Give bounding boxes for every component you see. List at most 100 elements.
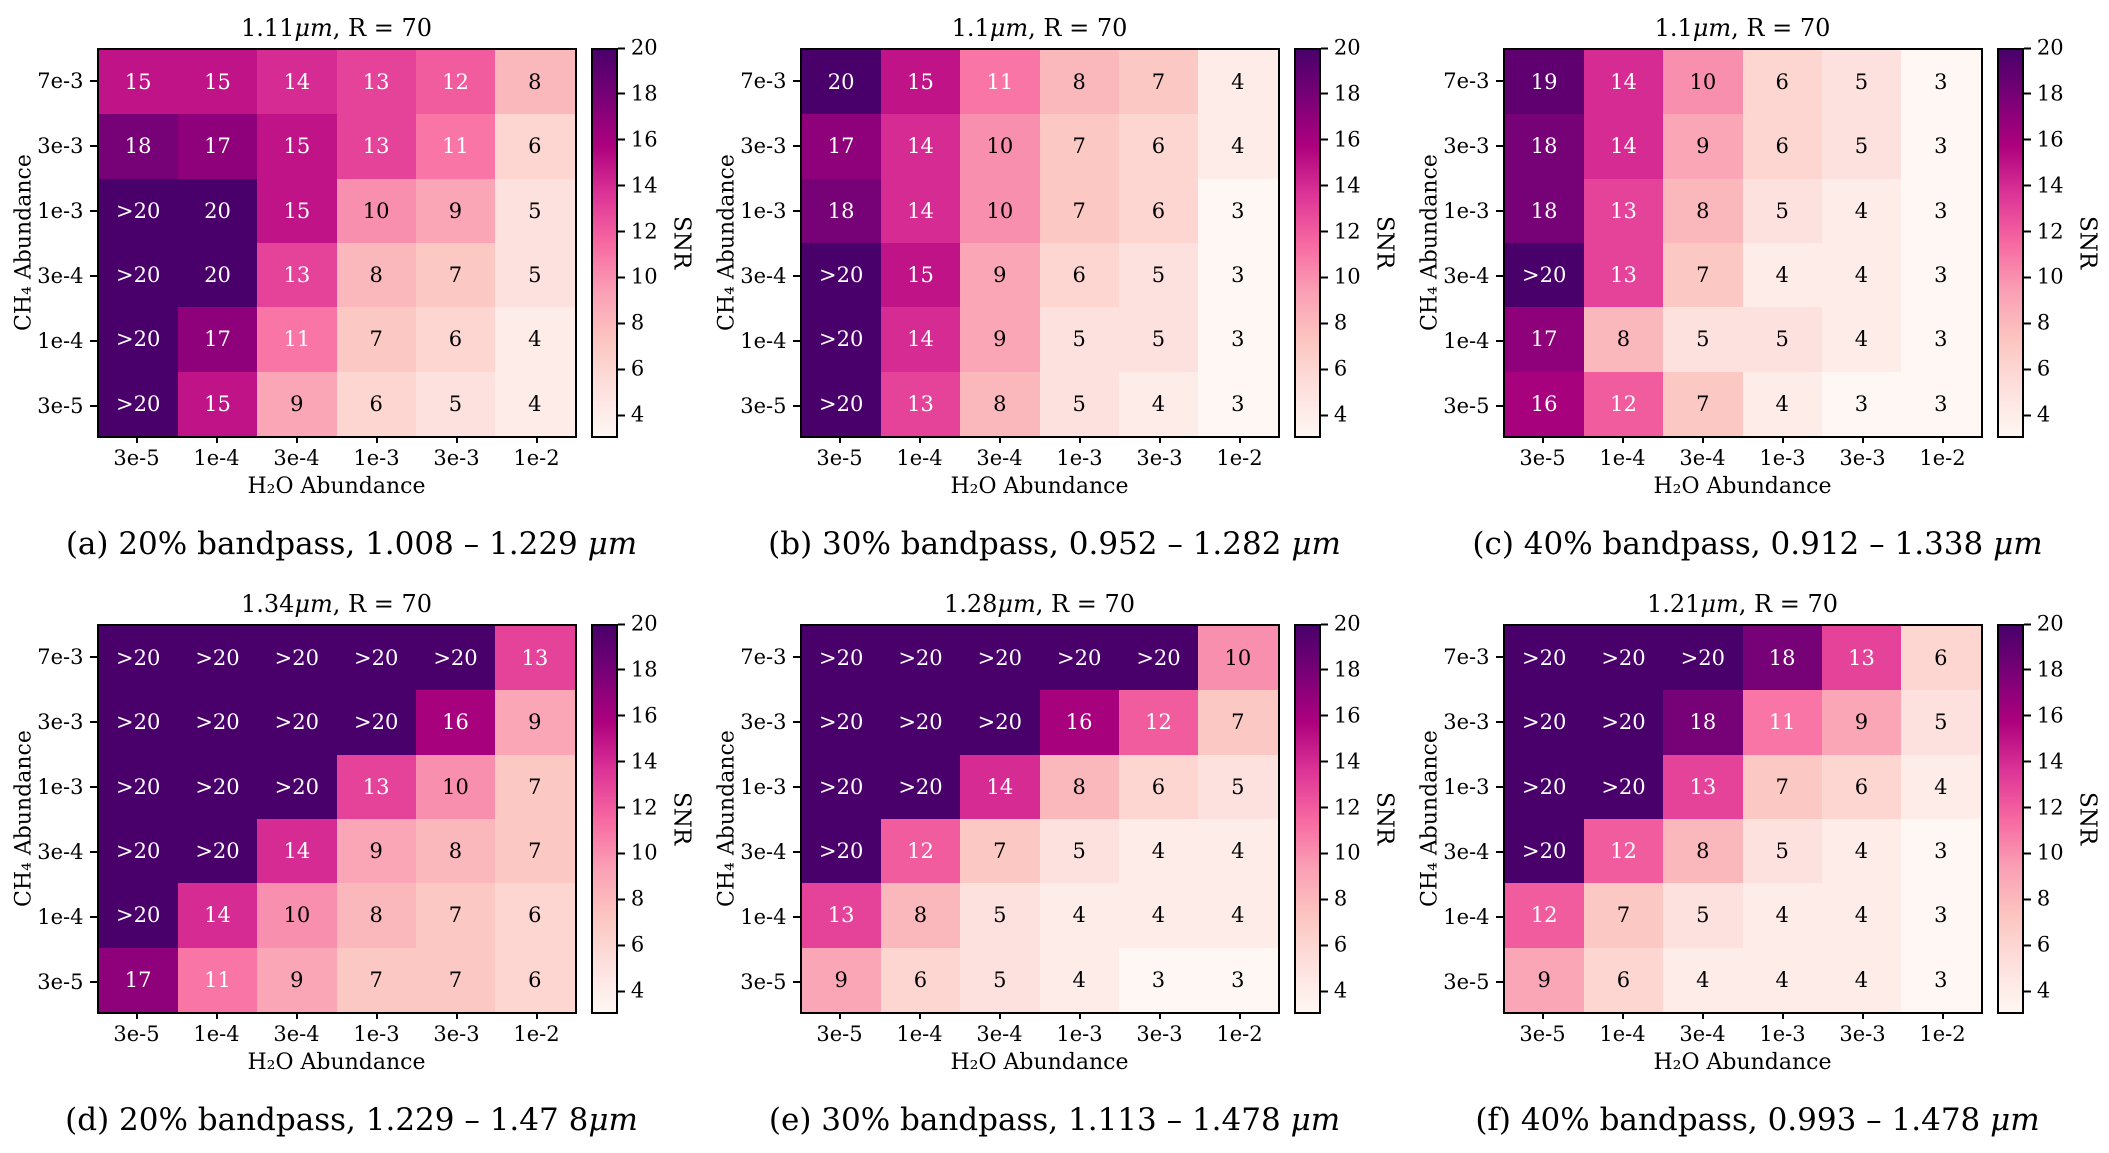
heatmap-cell: 10 <box>336 178 416 243</box>
heatmap-cell: 8 <box>415 819 496 884</box>
heatmap-cell: 11 <box>415 114 496 179</box>
x-tick-label: 1e-4 <box>177 438 257 470</box>
heatmap-cell: 3 <box>1198 371 1278 436</box>
heatmap-cell: 3 <box>1901 371 1981 436</box>
x-tick-labels: 3e-5 1e-4 3e-4 1e-3 3e-3 1e-2 <box>1503 1014 1983 1046</box>
colorbar-tick-label: 8 <box>1321 312 1347 334</box>
heatmap-cell: 3 <box>1198 243 1278 308</box>
heatmap-cell: 10 <box>257 883 337 948</box>
heatmap-cell: 5 <box>1118 307 1199 372</box>
x-tick-label: 1e-4 <box>880 1014 960 1046</box>
colorbar-tick-label: 18 <box>618 83 658 104</box>
colorbar-tick-label: 20 <box>2024 37 2064 59</box>
heatmap: >20 >20 >20 >20 >20 13 >20 >20 >20 >20 16 9 >20 >20 >2… <box>96 624 577 1014</box>
heatmap-cell: 7 <box>1118 50 1199 115</box>
heatmap-cell: 4 <box>1821 243 1902 308</box>
y-tick-labels: 7e-3 3e-3 1e-3 3e-4 1e-4 3e-5 <box>1443 48 1503 438</box>
heatmap-cell: >20 <box>98 883 178 948</box>
heatmap-cell: 9 <box>1663 114 1743 179</box>
heatmap-cell: 4 <box>1821 883 1902 948</box>
heatmap-cell: 12 <box>1583 371 1664 436</box>
x-tick-label: 3e-3 <box>1120 438 1200 470</box>
heatmap-cell: >20 <box>98 243 178 308</box>
heatmap-cell: >20 <box>801 819 881 884</box>
colorbar: 4 6 8 10 12 14 16 18 20 SNR <box>1280 613 1398 1014</box>
x-axis-label: H₂O Abundance <box>247 1050 426 1075</box>
heatmap-cell: >20 <box>1504 819 1584 884</box>
heatmap-cell: 7 <box>336 947 416 1012</box>
y-tick-label: 7e-3 <box>1443 48 1503 113</box>
heatmap-panel-e: 1.28 μm, R = 70 CH₄ Abundance 7e-3 3e-3 1e-3… <box>703 576 1406 1152</box>
heatmap-cell: 12 <box>1504 883 1584 948</box>
y-tick-label: 1e-4 <box>37 308 97 373</box>
plot-title: 1.11 μm, R = 70 <box>240 14 433 42</box>
heatmap-cell: >20 <box>98 178 178 243</box>
heatmap-cell: 18 <box>1742 626 1822 691</box>
heatmap-cell: 5 <box>960 883 1040 948</box>
heatmap-cell: 6 <box>1118 114 1199 179</box>
x-tick-label: 3e-5 <box>800 438 880 470</box>
y-tick-label: 3e-5 <box>1443 373 1503 438</box>
heatmap-cell: 4 <box>1663 947 1743 1012</box>
heatmap-cell: >20 <box>960 690 1040 755</box>
heatmap-cell: 4 <box>1821 178 1902 243</box>
heatmap-panel-a: 1.11 μm, R = 70 CH₄ Abundance 7e-3 3e-3 1e-3… <box>0 0 703 576</box>
colorbar-ticks: 4 6 8 10 12 14 16 18 20 <box>1321 613 1372 1014</box>
x-tick-label: 1e-2 <box>1903 1014 1983 1046</box>
y-tick-label: 3e-4 <box>1443 243 1503 308</box>
heatmap-cell: 7 <box>415 243 496 308</box>
heatmap-cell: 17 <box>177 114 258 179</box>
heatmap-cell: 9 <box>257 371 337 436</box>
heatmap-cell: 7 <box>336 307 416 372</box>
x-tick-label: 1e-2 <box>1200 438 1280 470</box>
heatmap-cell: >20 <box>1118 626 1199 691</box>
heatmap-cell: >20 <box>801 754 881 819</box>
y-tick-labels: 7e-3 3e-3 1e-3 3e-4 1e-4 3e-5 <box>37 624 97 1014</box>
y-tick-labels: 7e-3 3e-3 1e-3 3e-4 1e-4 3e-5 <box>37 48 97 438</box>
heatmap-cell: 19 <box>1504 50 1584 115</box>
heatmap-cell: 9 <box>1504 947 1584 1012</box>
heatmap-cell: 6 <box>1118 754 1199 819</box>
heatmap-cell: >20 <box>336 690 416 755</box>
plot-title: 1.1 μm, R = 70 <box>951 14 1128 42</box>
heatmap-cell: 6 <box>1118 178 1199 243</box>
heatmap-cell: >20 <box>801 307 881 372</box>
colorbar-tick-label: 16 <box>2024 129 2064 150</box>
heatmap-panel-d: 1.34 μm, R = 70 CH₄ Abundance 7e-3 3e-3 1e-3… <box>0 576 703 1152</box>
heatmap-cell: 16 <box>415 690 496 755</box>
plot-area: 1.28 μm, R = 70 CH₄ Abundance 7e-3 3e-3 1e-3… <box>712 584 1398 1080</box>
heatmap-cell: >20 <box>1583 626 1664 691</box>
heatmap-cell: 5 <box>1039 371 1119 436</box>
colorbar: 4 6 8 10 12 14 16 18 20 SNR <box>1280 37 1398 438</box>
heatmap-cell: 9 <box>336 819 416 884</box>
colorbar-tick-label: 12 <box>1321 221 1361 242</box>
panel-caption: (a) 20% bandpass, 1.008 – 1.229 μm <box>65 526 638 562</box>
heatmap-cell: 18 <box>1504 178 1584 243</box>
heatmap-cell: 4 <box>1198 50 1278 115</box>
heatmap-cell: 4 <box>1118 371 1199 436</box>
x-tick-label: 3e-3 <box>1823 438 1903 470</box>
colorbar-tick-label: 14 <box>2024 175 2064 196</box>
colorbar-tick-label: 4 <box>1321 980 1347 1002</box>
y-tick-label: 7e-3 <box>37 624 97 689</box>
x-tick-label: 3e-4 <box>1663 1014 1743 1046</box>
colorbar-tick-label: 8 <box>1321 888 1347 910</box>
x-tick-label: 3e-3 <box>417 1014 497 1046</box>
heatmap-cell: 13 <box>336 754 416 819</box>
colorbar-axis-label: SNR <box>668 792 695 846</box>
colorbar-tick-label: 16 <box>1321 129 1361 150</box>
heatmap-cell: 15 <box>880 50 961 115</box>
colorbar-gradient <box>1996 624 2024 1014</box>
heatmap-cell: 7 <box>1039 178 1119 243</box>
heatmap-cell: 15 <box>257 114 337 179</box>
heatmap-cell: 3 <box>1118 947 1199 1012</box>
heatmap-cell: 14 <box>880 114 961 179</box>
colorbar-axis-label: SNR <box>2074 792 2101 846</box>
heatmap-cell: 10 <box>960 114 1040 179</box>
colorbar-tick-label: 4 <box>1321 404 1347 426</box>
colorbar-gradient <box>1293 48 1321 438</box>
heatmap-cell: >20 <box>1583 690 1664 755</box>
x-tick-labels: 3e-5 1e-4 3e-4 1e-3 3e-3 1e-2 <box>97 438 577 470</box>
heatmap-cell: >20 <box>98 754 178 819</box>
y-tick-label: 3e-3 <box>37 689 97 754</box>
